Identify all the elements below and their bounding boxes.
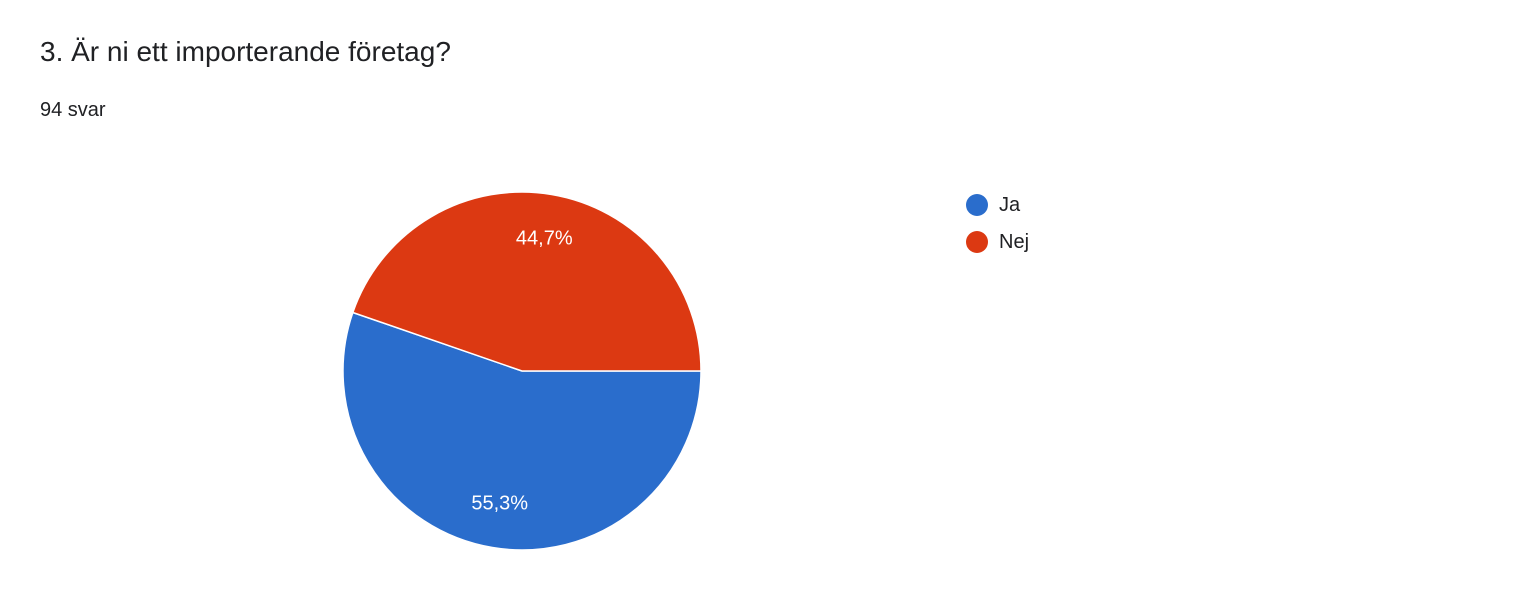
legend-item-ja[interactable]: Ja xyxy=(966,194,1021,216)
pie-slice-labels: 55,3% 44,7% xyxy=(471,228,572,515)
legend-item-nej[interactable]: Nej xyxy=(966,231,1029,253)
legend-label-ja: Ja xyxy=(999,194,1021,216)
pie-slice-ja[interactable] xyxy=(342,311,702,551)
legend-swatch-ja xyxy=(966,194,988,216)
question-title: 3. Är ni ett importerande företag? xyxy=(40,36,451,67)
legend-label-nej: Nej xyxy=(999,231,1029,253)
pie-slice-nej[interactable] xyxy=(351,191,702,372)
chart-legend[interactable]: Ja Nej xyxy=(966,194,1029,253)
response-count: 94 svar xyxy=(40,99,106,121)
slice-label-ja: 55,3% xyxy=(471,492,528,514)
slice-label-nej: 44,7% xyxy=(516,228,573,250)
pie-slices xyxy=(342,191,702,551)
legend-swatch-nej xyxy=(966,231,988,253)
